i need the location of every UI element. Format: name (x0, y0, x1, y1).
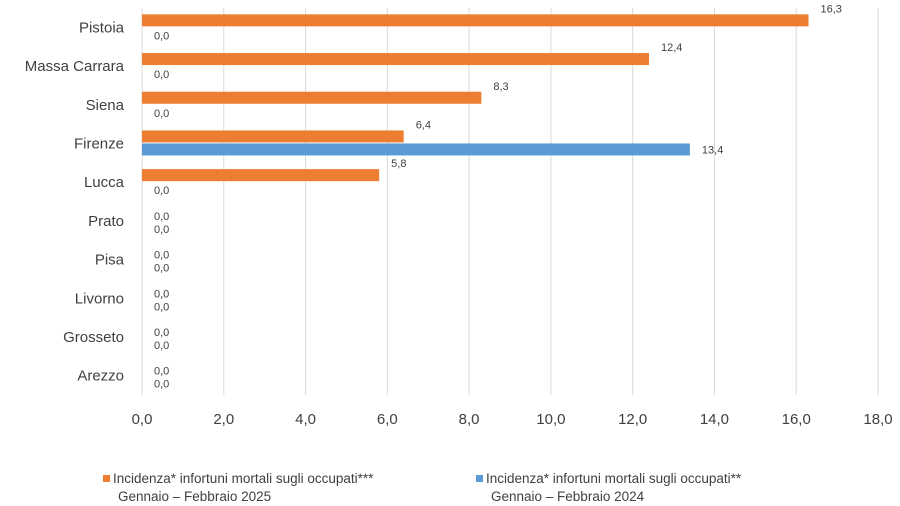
x-tick-label: 12,0 (618, 411, 647, 428)
category-label-siena: Siena (86, 97, 125, 114)
data-label-massa-carrara-s1: 12,4 (661, 42, 682, 54)
legend-label-2024-line2: Gennaio – Febbraio 2024 (491, 489, 645, 504)
data-labels: 16,30,012,40,08,30,06,413,45,80,00,00,00… (154, 3, 842, 390)
data-label-grosseto-s1: 0,0 (154, 327, 169, 339)
data-label-siena-s2: 0,0 (154, 108, 169, 120)
category-label-pistoia: Pistoia (79, 19, 125, 36)
category-label-firenze: Firenze (74, 135, 124, 152)
category-label-lucca: Lucca (84, 174, 125, 191)
category-label-arezzo: Arezzo (77, 368, 124, 385)
data-label-grosseto-s2: 0,0 (154, 340, 169, 352)
data-label-pisa-s1: 0,0 (154, 250, 169, 262)
x-tick-label: 18,0 (863, 411, 892, 428)
x-tick-label: 10,0 (536, 411, 565, 428)
x-tick-label: 0,0 (132, 411, 153, 428)
data-label-pistoia-s1: 16,3 (820, 3, 841, 15)
data-label-firenze-s2: 13,4 (702, 144, 723, 156)
x-tick-label: 8,0 (459, 411, 480, 428)
x-tick-label: 6,0 (377, 411, 398, 428)
category-label-massa-carrara: Massa Carrara (25, 58, 125, 75)
legend-swatch-2024 (476, 475, 483, 482)
data-label-livorno-s1: 0,0 (154, 288, 169, 300)
gridlines (141, 8, 879, 395)
bar-firenze-s1 (142, 130, 404, 143)
data-label-massa-carrara-s2: 0,0 (154, 69, 169, 81)
legend-label-2025-line1: Incidenza* infortuni mortali sugli occup… (113, 471, 374, 486)
x-tick-label: 2,0 (213, 411, 234, 428)
bar-chart: 16,30,012,40,08,30,06,413,45,80,00,00,00… (25, 3, 893, 428)
category-labels: Pistoia Massa Carrara Siena Firenze Lucca Pra… (25, 19, 125, 384)
data-label-arezzo-s2: 0,0 (154, 379, 169, 391)
x-tick-label: 4,0 (295, 411, 316, 428)
category-label-prato: Prato (88, 213, 124, 230)
bar-pistoia-s1 (142, 14, 809, 27)
data-label-pistoia-s2: 0,0 (154, 30, 169, 42)
category-label-pisa: Pisa (95, 252, 125, 269)
bars (142, 14, 809, 182)
data-label-prato-s2: 0,0 (154, 224, 169, 236)
legend-item-2025: Incidenza* infortuni mortali sugli occup… (103, 470, 373, 506)
x-tick-label: 14,0 (700, 411, 729, 428)
bar-firenze-s2 (142, 143, 690, 156)
legend-label-2025-line2: Gennaio – Febbraio 2025 (118, 489, 272, 504)
x-tick-label: 16,0 (782, 411, 811, 428)
data-label-siena-s1: 8,3 (493, 81, 508, 93)
legend-item-2024: Incidenza* infortuni mortali sugli occup… (476, 470, 741, 506)
bar-massa-carrara-s1 (142, 53, 650, 66)
x-tick-labels: 0,0 2,0 4,0 6,0 8,0 10,0 12,0 14,0 16,0 18,0 (132, 411, 893, 428)
data-label-lucca-s1: 5,8 (391, 158, 406, 170)
data-label-livorno-s2: 0,0 (154, 301, 169, 313)
data-label-prato-s1: 0,0 (154, 211, 169, 223)
data-label-pisa-s2: 0,0 (154, 263, 169, 275)
data-label-lucca-s2: 0,0 (154, 185, 169, 197)
data-label-firenze-s1: 6,4 (416, 119, 431, 131)
legend-label-2024-line1: Incidenza* infortuni mortali sugli occup… (486, 471, 742, 486)
category-label-grosseto: Grosseto (63, 329, 124, 346)
data-label-arezzo-s1: 0,0 (154, 366, 169, 378)
bar-lucca-s1 (142, 169, 380, 182)
legend-swatch-2025 (103, 475, 110, 482)
category-label-livorno: Livorno (75, 290, 124, 307)
bar-siena-s1 (142, 91, 482, 104)
